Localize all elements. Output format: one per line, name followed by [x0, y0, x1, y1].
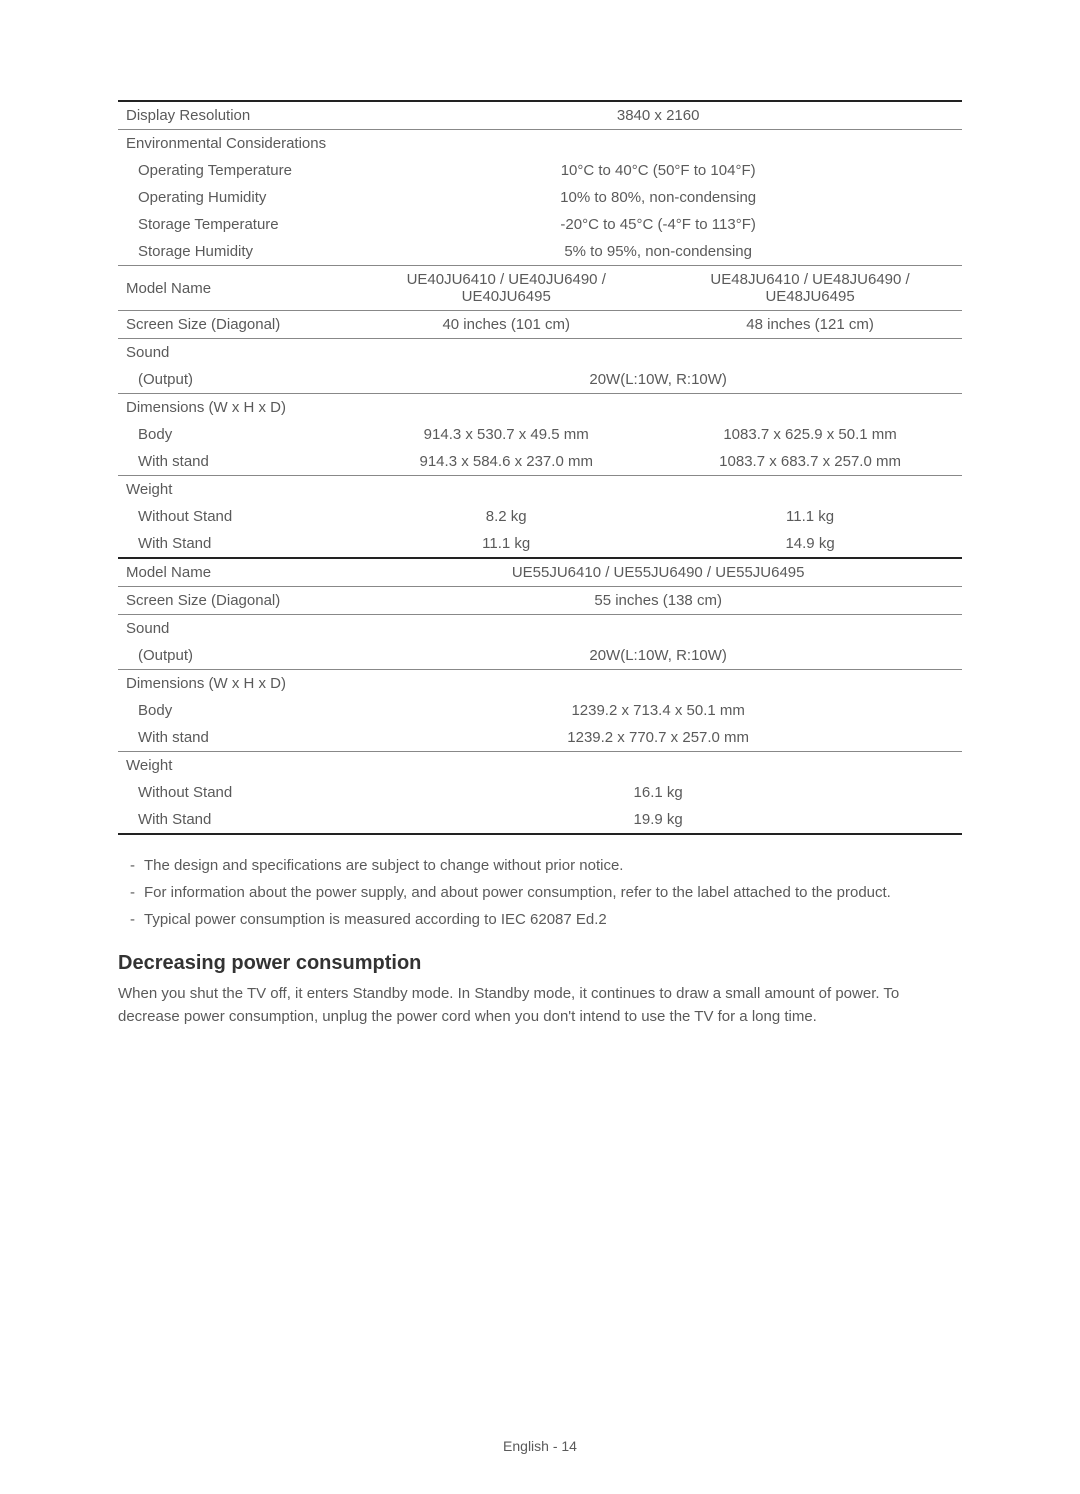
row-value: 55 inches (138 cm): [354, 587, 962, 615]
row-value: 8.2 kg: [354, 503, 658, 530]
note-item: For information about the power supply, …: [118, 884, 962, 901]
row-value: 10% to 80%, non-condensing: [354, 184, 962, 211]
row-value: 10°C to 40°C (50°F to 104°F): [354, 157, 962, 184]
row-label: Sound: [118, 339, 354, 367]
row-value: 16.1 kg: [354, 779, 962, 806]
row-value: 1239.2 x 713.4 x 50.1 mm: [354, 697, 962, 724]
note-item: Typical power consumption is measured ac…: [118, 911, 962, 928]
row-value: 11.1 kg: [354, 530, 658, 558]
row-label: Operating Temperature: [118, 157, 354, 184]
row-value: UE40JU6410 / UE40JU6490 / UE40JU6495: [354, 266, 658, 311]
row-label: Dimensions (W x H x D): [118, 670, 354, 698]
row-label: Operating Humidity: [118, 184, 354, 211]
row-value: UE55JU6410 / UE55JU6490 / UE55JU6495: [354, 558, 962, 587]
row-value: 19.9 kg: [354, 806, 962, 834]
row-value: -20°C to 45°C (-4°F to 113°F): [354, 211, 962, 238]
row-label: Without Stand: [118, 779, 354, 806]
row-label: Screen Size (Diagonal): [118, 587, 354, 615]
row-value: 40 inches (101 cm): [354, 311, 658, 339]
row-value: 20W(L:10W, R:10W): [354, 642, 962, 670]
row-label: With Stand: [118, 530, 354, 558]
section-body: When you shut the TV off, it enters Stan…: [118, 983, 962, 1028]
row-label: Model Name: [118, 558, 354, 587]
row-label: Sound: [118, 615, 354, 643]
row-label: With stand: [118, 724, 354, 752]
row-label: Screen Size (Diagonal): [118, 311, 354, 339]
row-value: 5% to 95%, non-condensing: [354, 238, 962, 266]
row-label: Storage Humidity: [118, 238, 354, 266]
row-value: 14.9 kg: [658, 530, 962, 558]
row-value: 1239.2 x 770.7 x 257.0 mm: [354, 724, 962, 752]
row-label: Dimensions (W x H x D): [118, 394, 354, 422]
page-footer: English - 14: [0, 1438, 1080, 1454]
row-value: 1083.7 x 625.9 x 50.1 mm: [658, 421, 962, 448]
row-value: 1083.7 x 683.7 x 257.0 mm: [658, 448, 962, 476]
row-label: Storage Temperature: [118, 211, 354, 238]
row-label: Body: [118, 697, 354, 724]
row-value: 914.3 x 584.6 x 237.0 mm: [354, 448, 658, 476]
row-label: Body: [118, 421, 354, 448]
row-label: With stand: [118, 448, 354, 476]
row-value: UE48JU6410 / UE48JU6490 / UE48JU6495: [658, 266, 962, 311]
row-label: Weight: [118, 476, 354, 504]
note-item: The design and specifications are subjec…: [118, 857, 962, 874]
row-label: Model Name: [118, 266, 354, 311]
notes-list: The design and specifications are subjec…: [118, 857, 962, 928]
row-value: 914.3 x 530.7 x 49.5 mm: [354, 421, 658, 448]
row-value: 20W(L:10W, R:10W): [354, 366, 962, 394]
specs-table: Display Resolution 3840 x 2160 Environme…: [118, 100, 962, 835]
row-value: 48 inches (121 cm): [658, 311, 962, 339]
row-label: Weight: [118, 752, 354, 780]
section-heading: Decreasing power consumption: [118, 952, 962, 975]
row-label: (Output): [118, 366, 354, 394]
row-label: With Stand: [118, 806, 354, 834]
row-label: Environmental Considerations: [118, 130, 354, 158]
row-label: Without Stand: [118, 503, 354, 530]
row-label: Display Resolution: [118, 101, 354, 130]
row-label: (Output): [118, 642, 354, 670]
row-value: 11.1 kg: [658, 503, 962, 530]
row-value: 3840 x 2160: [354, 101, 962, 130]
